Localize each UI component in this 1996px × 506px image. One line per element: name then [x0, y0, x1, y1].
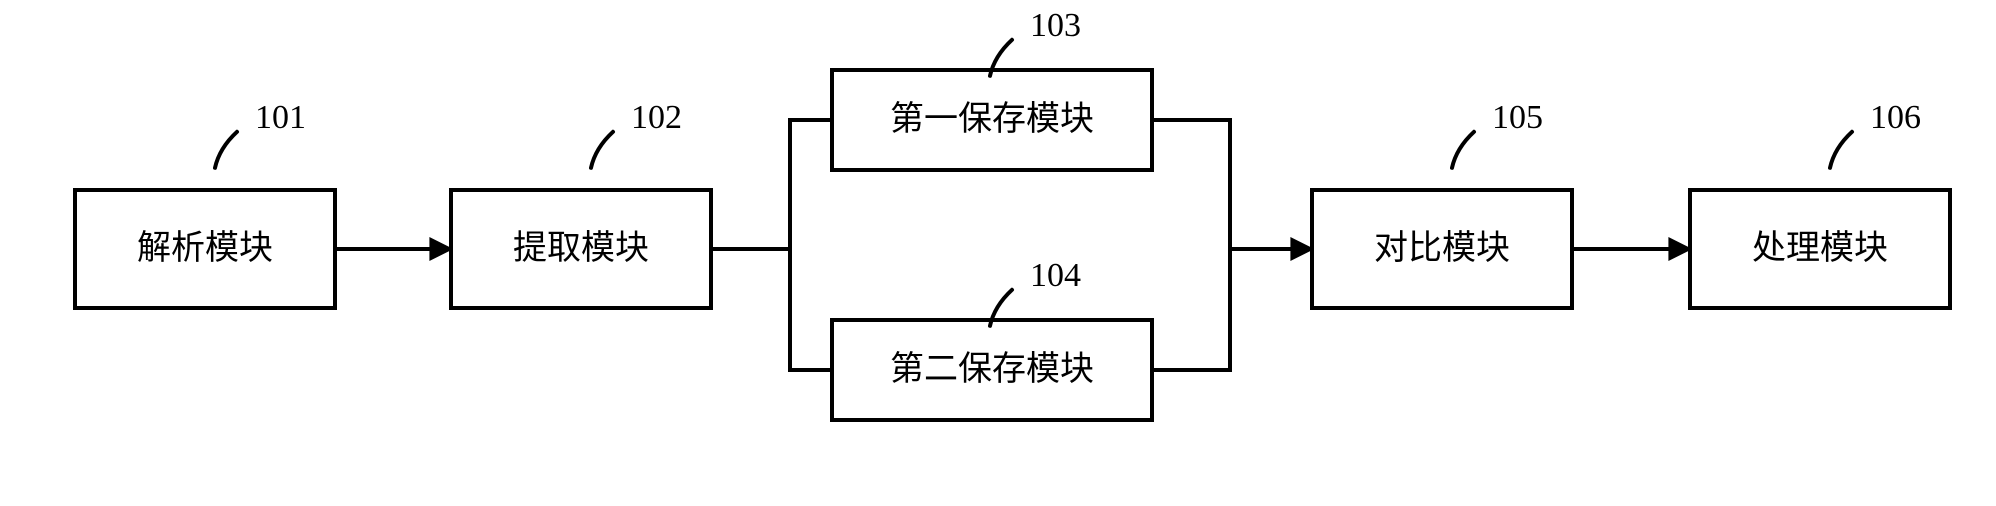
node-n102: 提取模块 102 [451, 99, 711, 308]
node-label: 第二保存模块 [890, 350, 1094, 388]
callout-tick [1830, 132, 1852, 168]
node-n103: 第一保存模块 103 [832, 7, 1152, 170]
node-n105: 对比模块 105 [1312, 99, 1572, 308]
node-number: 101 [255, 99, 306, 136]
node-n106: 处理模块 106 [1690, 99, 1950, 308]
node-number: 102 [631, 99, 682, 136]
callout-tick [215, 132, 237, 168]
callout-tick [1452, 132, 1474, 168]
node-label: 对比模块 [1374, 229, 1510, 267]
node-label: 第一保存模块 [890, 100, 1094, 138]
node-number: 104 [1030, 257, 1081, 294]
node-number: 103 [1030, 7, 1081, 44]
node-n101: 解析模块 101 [75, 99, 335, 308]
node-number: 105 [1492, 99, 1543, 136]
node-label: 提取模块 [513, 229, 649, 267]
node-n104: 第二保存模块 104 [832, 257, 1152, 420]
node-label: 解析模块 [137, 229, 273, 267]
flowchart-diagram: 解析模块 101 提取模块 102 第一保存模块 103 第二保存模块 104 对比模块 105 处… [0, 0, 1996, 506]
node-label: 处理模块 [1752, 229, 1888, 267]
node-number: 106 [1870, 99, 1921, 136]
nodes: 解析模块 101 提取模块 102 第一保存模块 103 第二保存模块 104 对比模块 105 处… [75, 7, 1950, 420]
callout-tick [591, 132, 613, 168]
